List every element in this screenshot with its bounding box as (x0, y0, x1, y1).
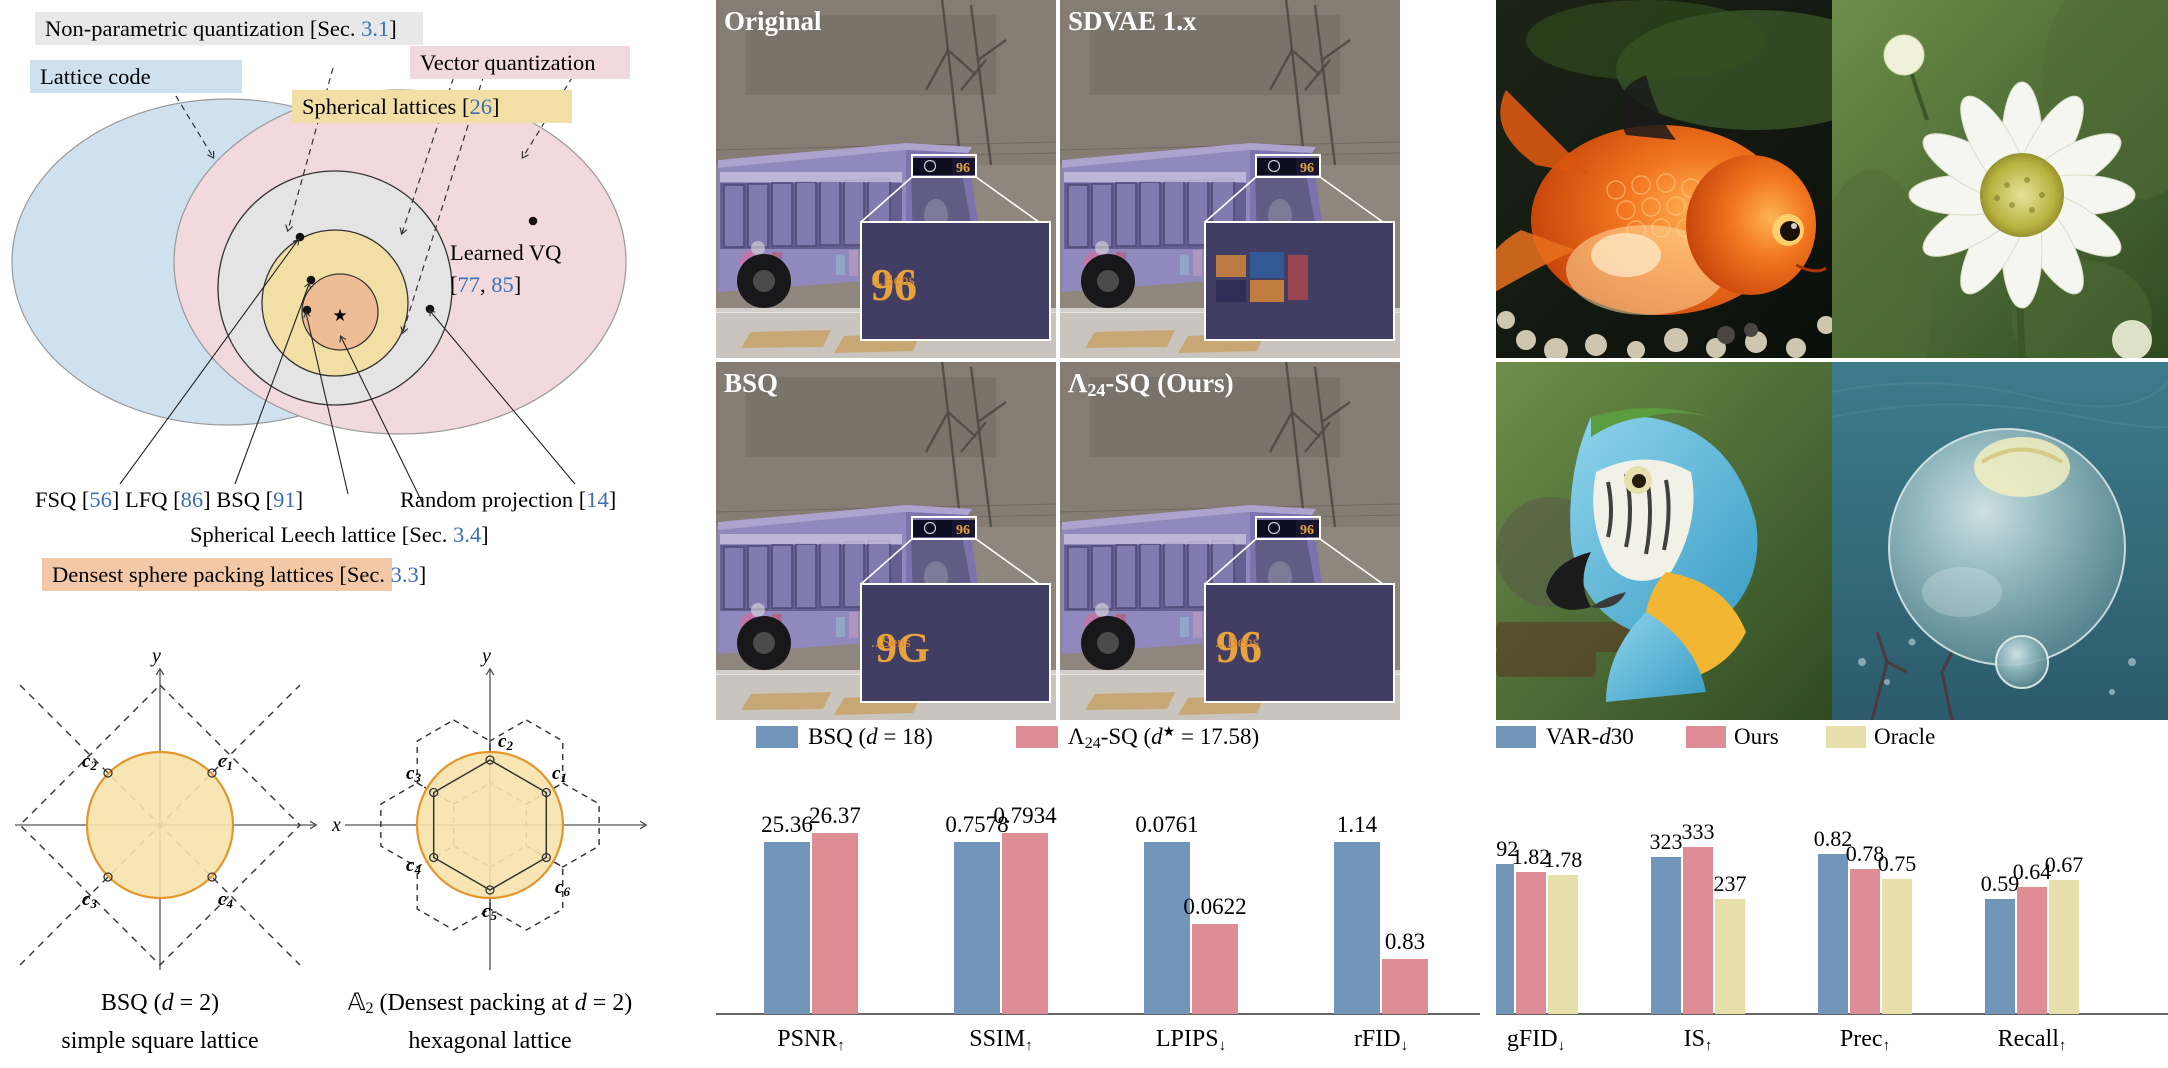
svg-text:Prec↑: Prec↑ (1840, 1026, 1890, 1054)
svg-text:BSQ (d = 2): BSQ (d = 2) (101, 990, 219, 1016)
svg-text:1.14: 1.14 (1337, 812, 1378, 837)
svg-text:rFID↓: rFID↓ (1354, 1026, 1408, 1054)
svg-text:237: 237 (1714, 871, 1747, 896)
svg-text:c3: c3 (406, 763, 421, 785)
svg-text:Ours: Ours (1734, 724, 1779, 749)
svg-text:c3: c3 (82, 889, 97, 911)
svg-text:Densest sphere packing lattice: Densest sphere packing lattices [Sec. 3.… (52, 562, 426, 587)
svg-text:25.36: 25.36 (761, 812, 813, 837)
svg-text:0.83: 0.83 (1385, 929, 1425, 954)
svg-text:c4: c4 (218, 889, 233, 911)
svg-text:...Sens: ...Sens (871, 635, 911, 651)
svg-text:c1: c1 (218, 751, 233, 773)
svg-text:Original: Original (724, 6, 822, 36)
svg-text:SDVAE 1.x: SDVAE 1.x (1068, 6, 1197, 36)
svg-text:LPIPS↓: LPIPS↓ (1156, 1026, 1226, 1054)
svg-text:c2: c2 (82, 751, 97, 773)
svg-text:gFID↓: gFID↓ (1507, 1026, 1565, 1054)
svg-text:SSIM↑: SSIM↑ (969, 1026, 1033, 1054)
svg-text:BSQ: BSQ (724, 368, 778, 398)
svg-text:0.0761: 0.0761 (1135, 812, 1198, 837)
svg-text:323: 323 (1650, 829, 1683, 854)
svg-text:c1: c1 (552, 763, 567, 785)
svg-text:VAR-d30: VAR-d30 (1546, 724, 1634, 749)
svg-text:Vector quantization: Vector quantization (420, 50, 596, 75)
svg-text:0.67: 0.67 (2045, 852, 2084, 877)
svg-text:...Bens: ...Bens (871, 272, 915, 289)
svg-text:0.75: 0.75 (1878, 851, 1917, 876)
svg-text:c2: c2 (498, 731, 513, 753)
svg-text:c4: c4 (406, 855, 421, 877)
svg-text:hexagonal lattice: hexagonal lattice (408, 1028, 571, 1054)
svg-text:Learned VQ: Learned VQ (450, 240, 561, 265)
svg-text:𝔸2 (Densest packing at d = 2): 𝔸2 (Densest packing at d = 2) (348, 990, 633, 1017)
svg-text:y: y (480, 645, 491, 667)
svg-text:Λ24-SQ (d★ = 17.58): Λ24-SQ (d★ = 17.58) (1068, 724, 1259, 752)
svg-text:1.78: 1.78 (1544, 847, 1583, 872)
svg-text:0.7934: 0.7934 (993, 803, 1057, 828)
svg-text:Recall↑: Recall↑ (1998, 1026, 2067, 1054)
svg-text:Oracle: Oracle (1874, 724, 1935, 749)
svg-text:y: y (150, 645, 161, 667)
svg-text:Random projection [14]: Random projection [14] (400, 487, 616, 512)
svg-text:PSNR↑: PSNR↑ (777, 1026, 845, 1054)
svg-text:x: x (331, 814, 341, 836)
svg-text:26.37: 26.37 (809, 803, 861, 828)
svg-text:...Bens: ...Bens (1215, 634, 1259, 651)
svg-text:★: ★ (332, 306, 347, 325)
svg-text:Lattice code: Lattice code (40, 64, 151, 89)
svg-text:Spherical Leech lattice [Sec.: Spherical Leech lattice [Sec. 3.4] (190, 522, 489, 547)
svg-text:[77, 85]: [77, 85] (450, 272, 521, 297)
svg-text:FSQ [56] LFQ [86] BSQ [91]: FSQ [56] LFQ [86] BSQ [91] (35, 487, 303, 512)
svg-text:Non-parametric quantization [: Non-parametric quantization [Sec. 3.1] (45, 16, 397, 41)
svg-text:0.0622: 0.0622 (1183, 894, 1246, 919)
svg-text:c5: c5 (482, 901, 497, 923)
svg-text:333: 333 (1682, 819, 1715, 844)
svg-text:c6: c6 (555, 877, 570, 899)
svg-text:simple square lattice: simple square lattice (61, 1028, 258, 1054)
svg-text:IS↑: IS↑ (1684, 1026, 1713, 1054)
svg-text:Spherical lattices [26]: Spherical lattices [26] (302, 94, 499, 119)
svg-text:BSQ (d = 18): BSQ (d = 18) (808, 724, 933, 749)
